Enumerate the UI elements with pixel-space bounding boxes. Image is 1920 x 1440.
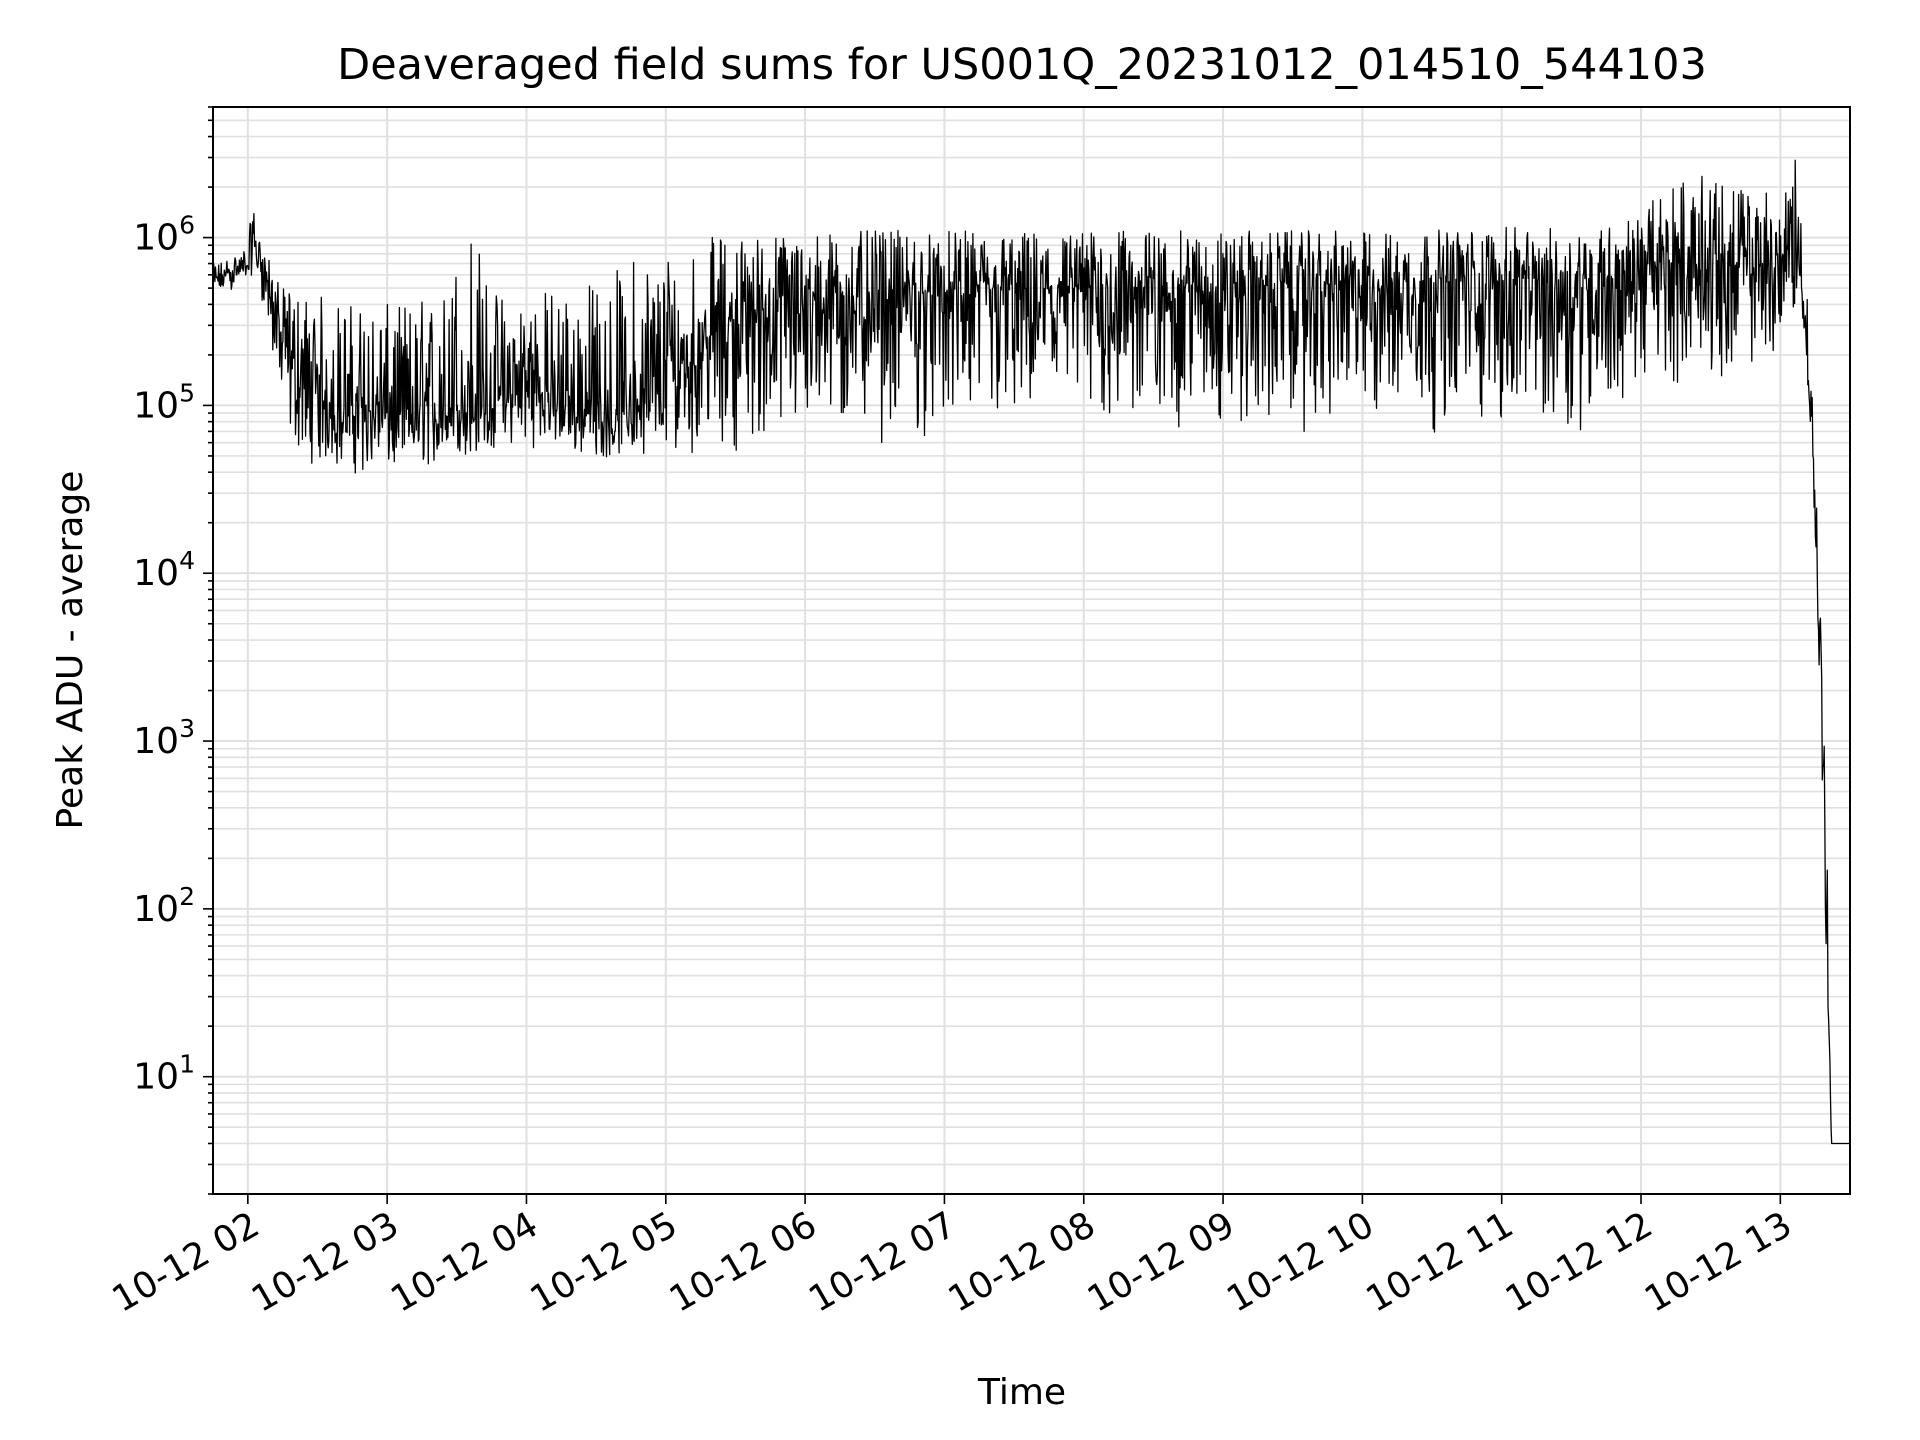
y-tick-label: 102 [133,882,195,930]
y-tick-exponent: 5 [179,378,195,407]
y-tick-exponent: 1 [179,1050,195,1079]
grid [213,106,1850,1195]
y-tick-base: 10 [133,1057,179,1098]
data-series [212,159,1851,1145]
y-tick-base: 10 [133,721,179,762]
plot-frame [212,106,1851,1195]
chart-title: Deaveraged field sums for US001Q_2023101… [337,40,1707,90]
series-line [212,159,1851,1145]
y-tick-base: 10 [133,218,179,259]
y-tick-label: 103 [133,714,195,762]
y-tick-label: 101 [133,1050,195,1098]
y-tick-base: 10 [133,553,179,594]
y-tick-base: 10 [133,385,179,426]
x-axis-label: Time [977,1372,1066,1413]
y-axis-label: Peak ADU - average [50,471,91,830]
y-tick-exponent: 3 [179,714,195,743]
y-tick-label: 105 [133,378,195,426]
y-tick-exponent: 6 [179,211,195,240]
y-tick-label: 106 [133,211,195,259]
y-tick-label: 104 [133,546,195,594]
y-tick-exponent: 4 [179,546,195,575]
y-tick-exponent: 2 [179,882,195,911]
y-tick-base: 10 [133,889,179,930]
